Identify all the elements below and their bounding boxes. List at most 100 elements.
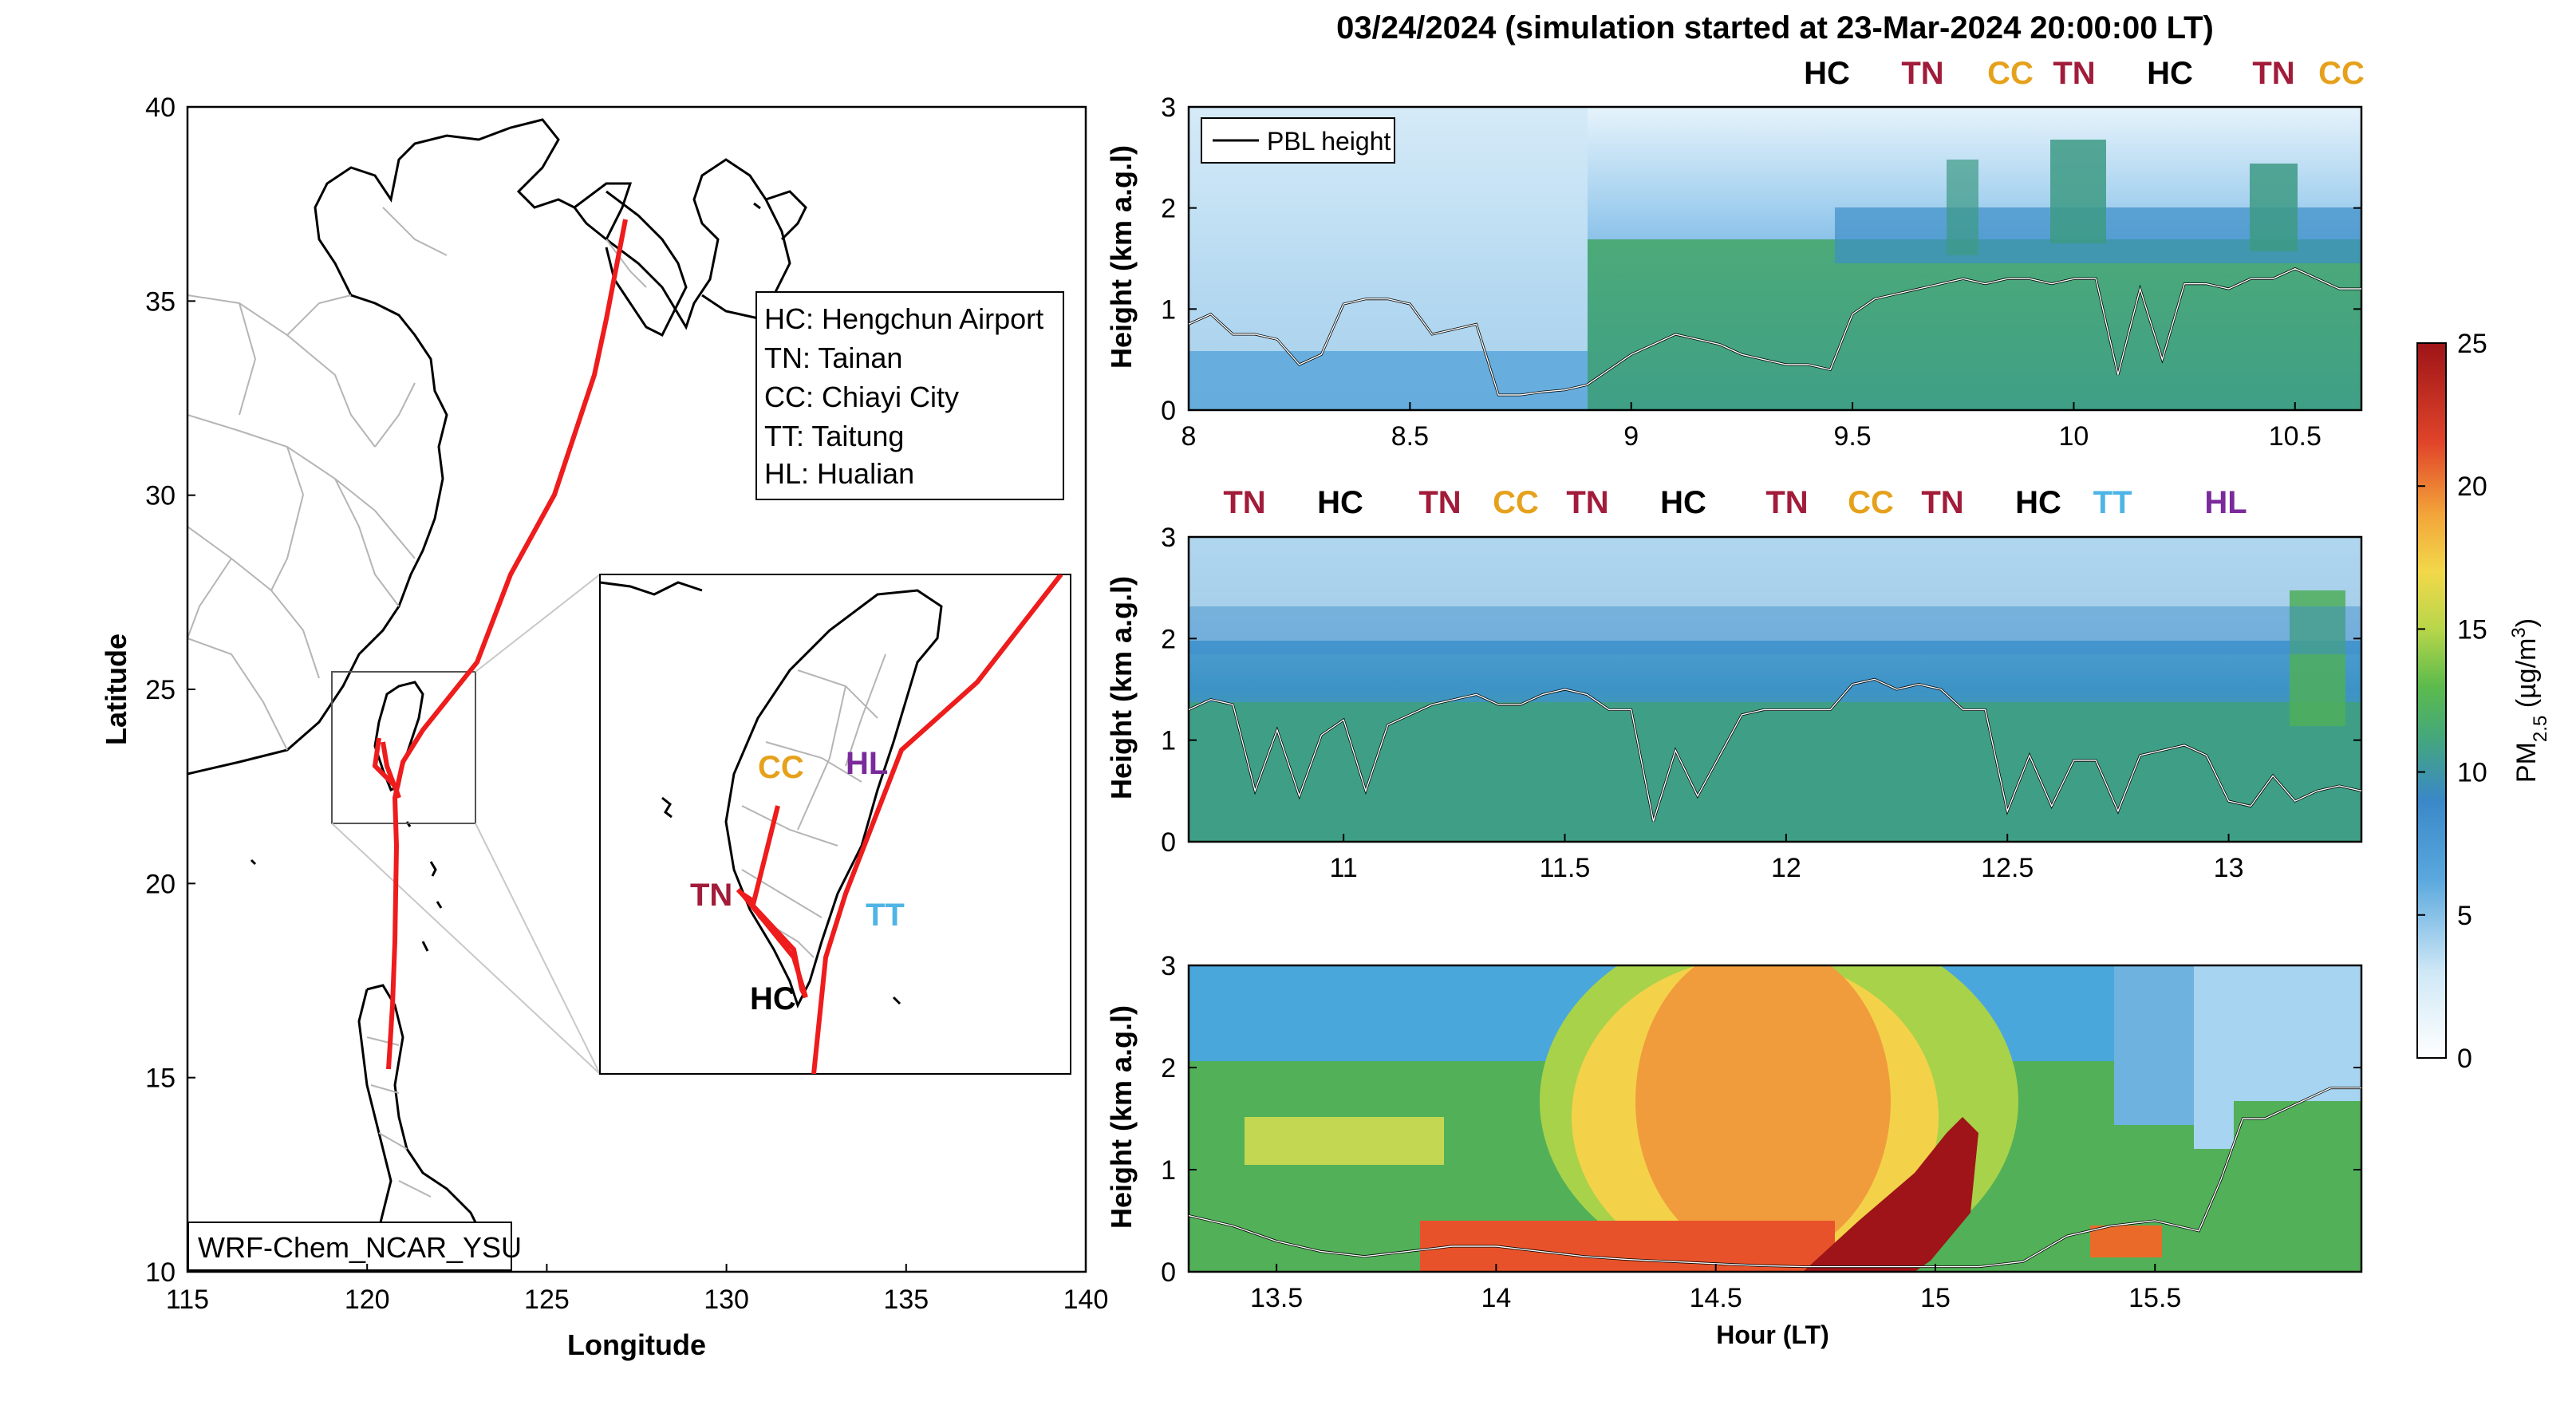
map-xlabel: Longitude: [567, 1328, 706, 1361]
xtick-label: 9: [1623, 421, 1639, 452]
heatmap-top: [1189, 107, 2361, 410]
pbl-line-middle-halo: [1188, 678, 2362, 822]
colorbar-tick-label: 0: [2457, 1044, 2472, 1074]
map-ytick-label: 30: [145, 481, 176, 511]
figure-title: 03/24/2024 (simulation started at 23-Mar…: [1336, 10, 2214, 45]
map-xtick-label: 115: [166, 1285, 209, 1315]
site-label-tt: TT: [2093, 485, 2132, 520]
xtick-label: 14.5: [1690, 1283, 1742, 1313]
site-label-tn: TN: [2053, 56, 2095, 91]
zoom-connector: [331, 823, 601, 1075]
colorbar-tick-label: 25: [2457, 329, 2487, 359]
panel-top: 8 8.5 9 9.5 10 10.5 0 1 2 3 HC TN CC TN HC TN CC PBL he…: [1105, 56, 2365, 452]
site-label-hc: HC: [1804, 56, 1850, 91]
ytick-label: 3: [1161, 523, 1176, 553]
ytick-label: 1: [1161, 726, 1176, 756]
xtick-label: 12: [1771, 853, 1801, 883]
legend-line: CC: Chiayi City: [764, 381, 959, 413]
inset-label-tn: TN: [690, 878, 732, 913]
pbl-line-top-halo: [1188, 267, 2361, 396]
ytick-label: 3: [1161, 951, 1176, 981]
xtick-label: 13.5: [1250, 1283, 1303, 1313]
pbl-legend-label: PBL height: [1267, 127, 1391, 156]
xtick-label: 11: [1330, 853, 1358, 883]
colorbar-tick-label: 5: [2457, 901, 2472, 931]
map-ytick-label: 35: [145, 286, 176, 317]
ytick-label: 1: [1161, 1155, 1176, 1186]
map-panel: CC HL TN TT HC HC: Hengchun Airport TN: …: [100, 93, 1108, 1361]
xtick-label: 13: [2214, 853, 2244, 883]
inset-label-hl: HL: [846, 746, 888, 781]
ytick-label: 1: [1161, 294, 1176, 325]
ytick-label: 0: [1161, 396, 1176, 426]
site-label-tn: TN: [1223, 485, 1265, 520]
xtick-label: 12.5: [1981, 853, 2034, 883]
xlabel-bottom: Hour (LT): [1716, 1320, 1829, 1349]
pbl-line-bottom-halo: [1188, 1087, 2361, 1268]
colorbar-tick-label: 10: [2457, 758, 2487, 788]
map-ytick-label: 25: [145, 675, 176, 705]
ytick-label: 2: [1161, 194, 1176, 224]
legend-line: TT: Taitung: [764, 420, 904, 452]
site-label-hc: HC: [1660, 485, 1706, 520]
ylabel-middle: Height (km a.g.l): [1105, 576, 1138, 799]
taiwan-inset: CC HL TN TT HC: [599, 574, 1071, 1075]
site-label-tn: TN: [1901, 56, 1943, 91]
ytick-label: 0: [1161, 827, 1176, 858]
legend-line: HC: Hengchun Airport: [764, 302, 1043, 335]
site-label-tn: TN: [1418, 485, 1461, 520]
legend-line: HL: Hualian: [764, 457, 914, 490]
inset-label-cc: CC: [758, 750, 804, 785]
xtick-label: 10.5: [2269, 421, 2322, 452]
site-labels-middle: TN HC TN CC TN HC TN CC TN HC TT HL: [1223, 485, 2247, 520]
map-xtick-label: 130: [704, 1285, 749, 1315]
xtick-label: 8: [1181, 421, 1197, 452]
site-label-tn: TN: [1566, 485, 1608, 520]
xtick-label: 10: [2059, 421, 2089, 452]
site-label-hc: HC: [2147, 56, 2193, 91]
map-ytick-label: 40: [145, 93, 176, 123]
pbl-legend: PBL height: [1201, 117, 1395, 164]
legend-line: TN: Tainan: [764, 341, 902, 374]
panel-bottom: 13.5 14 14.5 15 15.5 0 1 2 3 Height (km a.g.l) H…: [1105, 951, 2363, 1349]
xtick-label: 11.5: [1540, 853, 1591, 883]
site-label-hc: HC: [1317, 485, 1363, 520]
ytick-label: 3: [1161, 93, 1176, 123]
site-label-tn: TN: [2252, 56, 2294, 91]
colorbar-ticks: 0 5 10 15 20 25: [2417, 329, 2487, 1074]
ytick-label: 2: [1161, 624, 1176, 654]
site-label-cc: CC: [1493, 485, 1539, 520]
site-label-hl: HL: [2204, 485, 2247, 520]
site-label-cc: CC: [1848, 485, 1894, 520]
map-xtick-label: 120: [345, 1285, 390, 1315]
site-label-hc: HC: [2015, 485, 2061, 520]
colorbar-label: PM2.5 (µg/m3): [2508, 618, 2551, 783]
ticks-top: 8 8.5 9 9.5 10 10.5 0 1 2 3: [1161, 93, 2361, 452]
map-zoom-box: [331, 671, 476, 824]
map-ytick-label: 15: [145, 1064, 176, 1094]
ytick-label: 2: [1161, 1053, 1176, 1083]
model-label: WRF-Chem_NCAR_YSU: [198, 1231, 522, 1264]
xtick-label: 8.5: [1391, 421, 1429, 452]
heatmap-middle: [1189, 537, 2361, 842]
map-y-ticks: 10 15 20 25 30 35 40: [145, 93, 195, 1288]
station-legend: HC: Hengchun Airport TN: Tainan CC: Chia…: [755, 291, 1064, 500]
inset-label-hc: HC: [750, 981, 796, 1016]
map-ylabel: Latitude: [100, 633, 132, 745]
colorbar: 0 5 10 15 20 25 PM2.5 (µg/m3): [2416, 329, 2551, 1074]
xtick-label: 15.5: [2128, 1283, 2181, 1313]
site-labels-top: HC TN CC TN HC TN CC: [1804, 56, 2365, 91]
colorbar-tick-label: 15: [2457, 614, 2487, 645]
map-xtick-label: 125: [524, 1285, 570, 1315]
map-ytick-label: 10: [145, 1257, 176, 1288]
site-label-cc: CC: [1987, 56, 2034, 91]
xtick-label: 14: [1481, 1283, 1511, 1313]
zoom-connector: [475, 823, 601, 1075]
ylabel-bottom: Height (km a.g.l): [1105, 1005, 1138, 1229]
site-label-tn: TN: [1765, 485, 1808, 520]
xtick-label: 9.5: [1833, 421, 1871, 452]
xtick-label: 15: [1920, 1283, 1951, 1313]
